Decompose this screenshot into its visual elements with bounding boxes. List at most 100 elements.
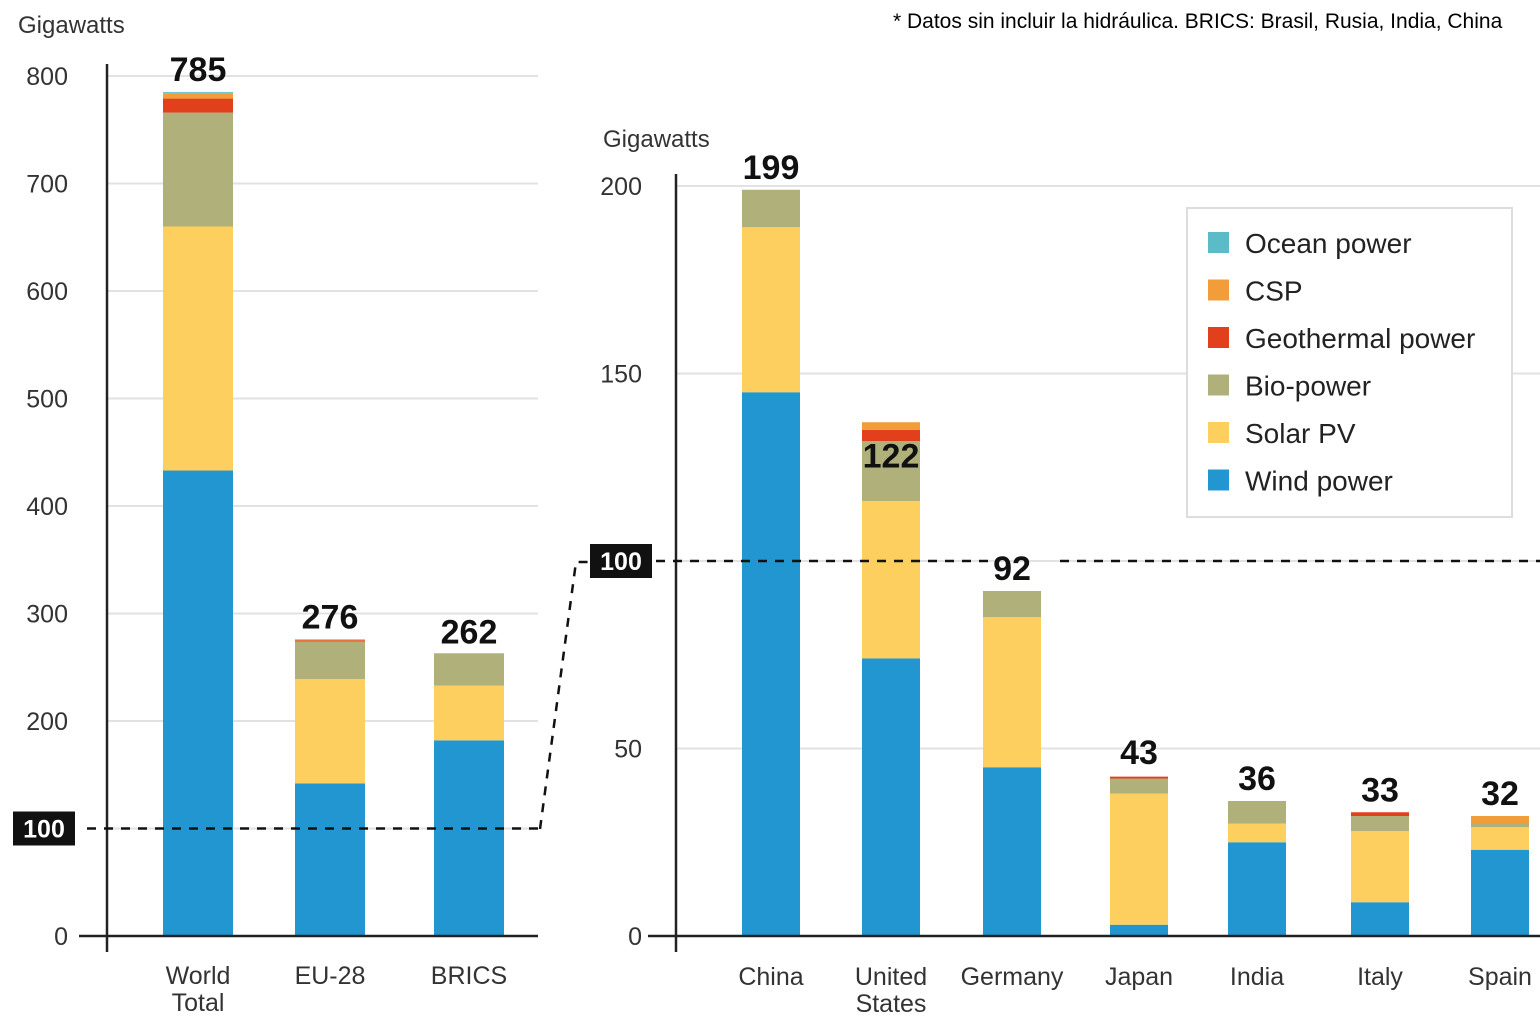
x-category-label: Total <box>172 989 225 1014</box>
bar-segment-solar <box>163 226 233 471</box>
y-tick-label: 100 <box>600 548 642 576</box>
legend-swatch-wind <box>1208 469 1229 491</box>
y-tick-label: 0 <box>628 923 642 951</box>
bar-segment-geothermal <box>1110 776 1168 779</box>
aggregate-chart: Gigawatts 0 100 200 300 400 500 600 700 800 785 Wor… <box>13 12 540 1017</box>
bar-segment-bio <box>1471 823 1529 828</box>
x-category-label: EU-28 <box>295 962 366 990</box>
bar-segment-csp <box>1471 816 1529 824</box>
bar-segment-wind <box>434 740 504 936</box>
legend-swatch-geothermal <box>1208 327 1229 348</box>
x-category-label: China <box>738 963 803 991</box>
legend-label: Geothermal power <box>1245 323 1475 354</box>
bar-segment-wind <box>1110 924 1168 936</box>
legend-label: Wind power <box>1245 466 1393 497</box>
bar-segment-bio <box>434 653 504 686</box>
bar-segment-wind <box>983 767 1041 936</box>
bar-segment-csp <box>295 639 365 641</box>
bar-total-label: 33 <box>1361 771 1399 809</box>
x-category-label: United <box>855 963 927 991</box>
bar-segment-geothermal <box>163 98 233 113</box>
zoom-connector-line <box>538 560 590 830</box>
legend-swatch-ocean <box>1208 232 1229 253</box>
legend: Ocean power CSP Geothermal power Bio-power S… <box>1186 207 1513 518</box>
bar-segment-solar <box>434 685 504 741</box>
bar-segment-wind <box>163 470 233 936</box>
x-category-label: India <box>1230 963 1284 991</box>
legend-swatch-bio <box>1208 374 1229 396</box>
y-tick-label: 600 <box>26 278 68 306</box>
bar-total-label: 32 <box>1481 775 1519 813</box>
x-category-label: World <box>166 962 231 990</box>
bar-segment-wind <box>862 658 920 936</box>
y-tick-label: 200 <box>26 708 68 736</box>
bar-total-label: 276 <box>302 598 359 636</box>
bar-segment-bio <box>1228 801 1286 824</box>
y-tick-label: 0 <box>54 923 68 951</box>
legend-swatch-solar <box>1208 422 1229 443</box>
legend-label: CSP <box>1245 276 1303 307</box>
bar-segment-wind <box>1471 849 1529 936</box>
y-tick-label: 400 <box>26 493 68 521</box>
bar-segment-bio <box>163 112 233 227</box>
x-category-label: BRICS <box>431 962 507 990</box>
y-tick-label: 200 <box>600 173 642 201</box>
bar-segment-geothermal <box>1351 812 1409 816</box>
legend-box <box>1186 207 1513 518</box>
bar-segment-solar <box>1228 823 1286 843</box>
bar-segment-geothermal <box>295 640 365 642</box>
bar-segment-bio <box>295 641 365 680</box>
legend-swatch-csp <box>1208 279 1229 301</box>
bar-segment-wind <box>1228 842 1286 936</box>
bar-segment-bio <box>983 591 1041 618</box>
x-category-label: Germany <box>961 963 1064 991</box>
bar-segment-solar <box>295 679 365 784</box>
y-tick-label: 100 <box>23 816 65 844</box>
y-tick-label: 500 <box>26 386 68 414</box>
legend-label: Bio-power <box>1245 371 1371 402</box>
y-tick-label: 700 <box>26 171 68 199</box>
bar-total-label: 92 <box>993 550 1031 588</box>
x-category-label: Italy <box>1357 963 1403 991</box>
y-tick-label: 150 <box>600 361 642 389</box>
bar-segment-solar <box>1471 827 1529 850</box>
bar-segment-solar <box>983 617 1041 768</box>
bar-total-label: 122 <box>863 438 920 476</box>
x-category-label: Spain <box>1468 963 1532 991</box>
x-category-label: Japan <box>1105 963 1173 991</box>
bar-segment-solar <box>1351 831 1409 903</box>
bar-total-label: 36 <box>1238 760 1276 798</box>
bar-segment-bio <box>1351 816 1409 831</box>
bar-total-label: 262 <box>441 613 498 651</box>
y-tick-label: 300 <box>26 601 68 629</box>
country-chart: Gigawatts 0 50 100 150 200 199 China 122 UnitedSt… <box>590 126 1540 1018</box>
bar-total-label: 785 <box>170 51 227 89</box>
bar-segment-ocean <box>163 92 233 94</box>
bar-segment-bio <box>862 441 920 501</box>
y-tick-label: 50 <box>614 736 642 764</box>
bar-segment-csp <box>862 422 920 430</box>
bar-segment-bio <box>1110 778 1168 794</box>
x-category-label: States <box>856 990 927 1014</box>
legend-label: Ocean power <box>1245 228 1412 259</box>
highlight-tick-badge <box>13 811 75 846</box>
bar-segment-solar <box>742 227 800 393</box>
bar-segment-bio <box>742 189 800 228</box>
y-axis-label: Gigawatts <box>603 126 710 153</box>
y-tick-label: 800 <box>26 63 68 91</box>
bar-total-label: 43 <box>1120 734 1158 772</box>
footnote: * Datos sin incluir la hidráulica. BRICS… <box>893 10 1503 33</box>
bar-segment-csp <box>163 93 233 99</box>
legend-label: Solar PV <box>1245 418 1356 449</box>
bar-total-label: 199 <box>743 149 800 187</box>
bar-segment-wind <box>295 783 365 936</box>
bar-segment-solar <box>862 501 920 659</box>
bar-segment-wind <box>742 392 800 936</box>
bar-segment-solar <box>1110 793 1168 925</box>
y-axis-label: Gigawatts <box>18 12 125 39</box>
bar-segment-wind <box>1351 902 1409 936</box>
highlight-tick-badge <box>590 544 652 578</box>
bar-segment-geothermal <box>862 429 920 441</box>
